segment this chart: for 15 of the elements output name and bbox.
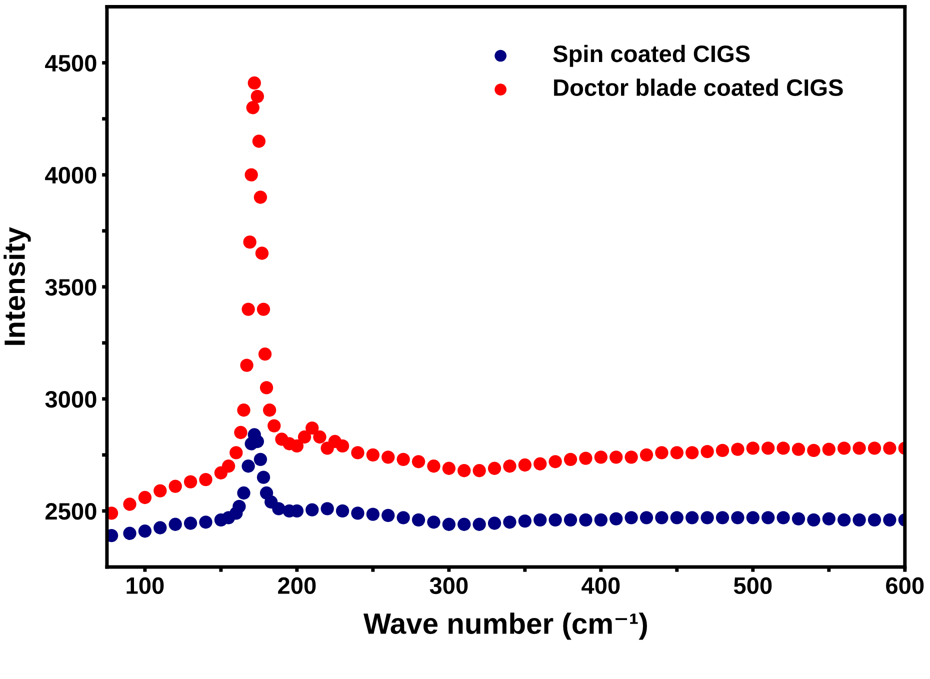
x-tick-label: 400 xyxy=(582,577,620,594)
x-axis-title: Wave number (cm⁻¹) xyxy=(363,612,647,640)
x-tick-label: 100 xyxy=(126,577,164,594)
y-axis-title: Intensity xyxy=(4,227,31,345)
y-tick-label: 2500 xyxy=(46,503,96,520)
y-tick-label: 3500 xyxy=(45,278,96,296)
y-tick-label: 4500 xyxy=(45,54,96,72)
x-tick-label: 200 xyxy=(278,577,316,594)
x-tick-label: 500 xyxy=(734,577,772,594)
legend-label: Spin coated CIGS xyxy=(553,44,750,67)
y-tick-label: 4000 xyxy=(45,166,96,184)
x-tick-label: 300 xyxy=(430,577,468,594)
legend-label: Doctor blade coated CIGS xyxy=(554,78,843,96)
y-tick-label: 3000 xyxy=(45,390,96,408)
x-tick-label: 600 xyxy=(886,577,924,594)
